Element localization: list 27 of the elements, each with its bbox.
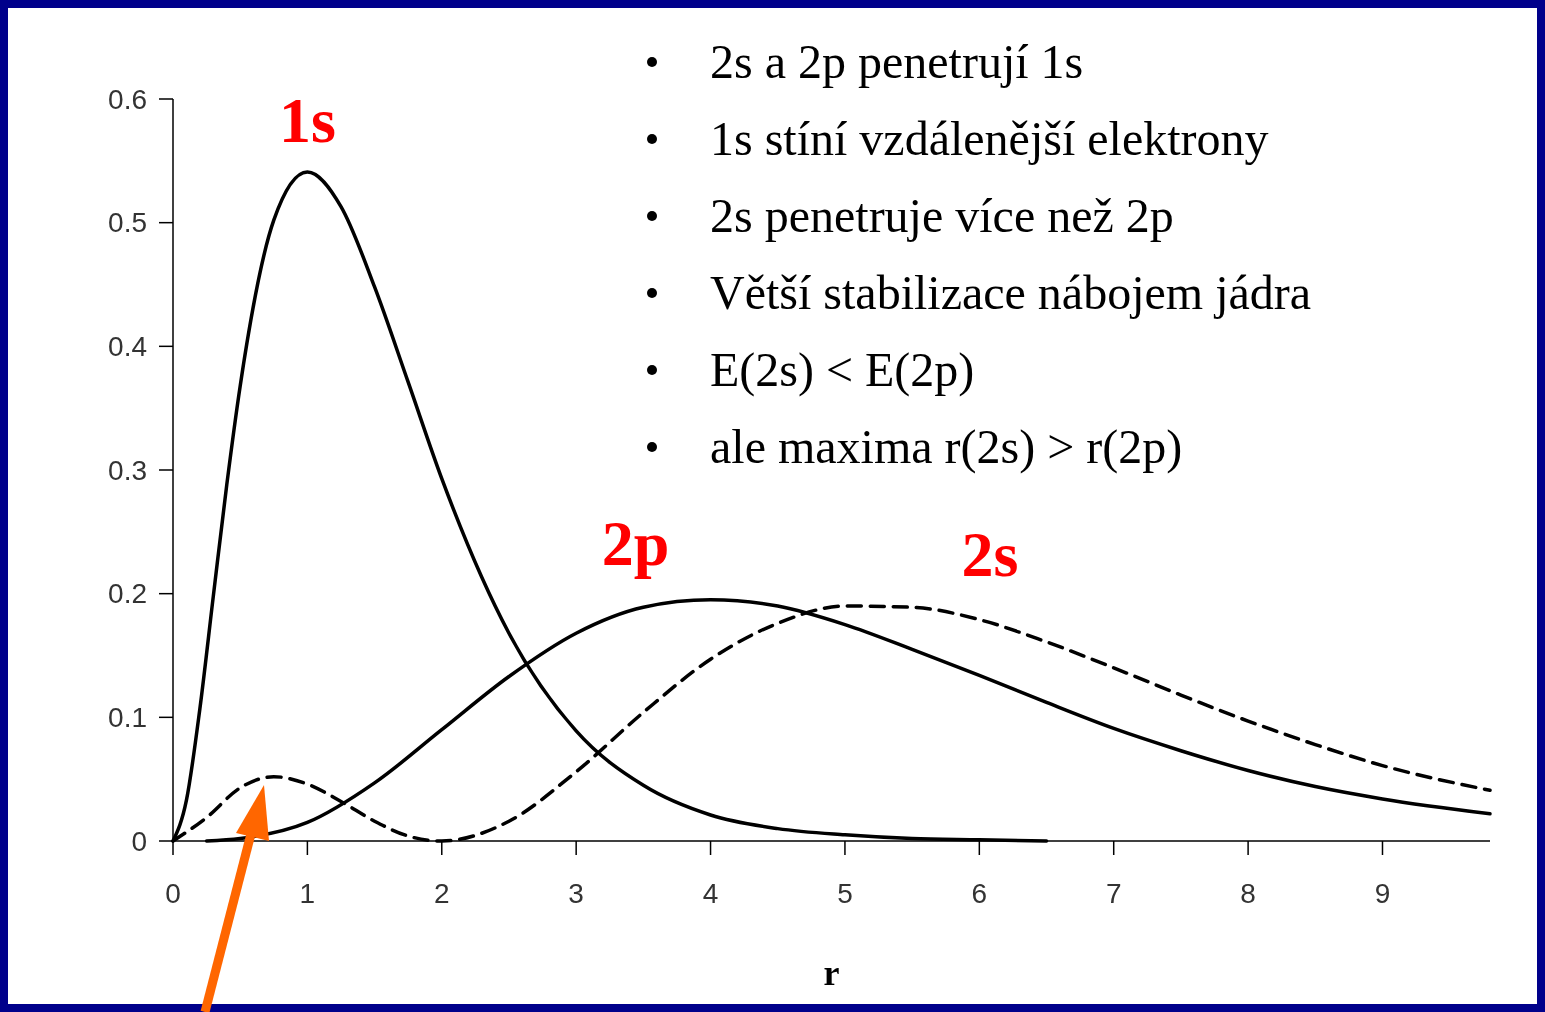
x-tick-label: 9 xyxy=(1374,878,1391,909)
annotation: ale maxima r(2s) > r(2p) xyxy=(710,420,1183,474)
x-tick-label: 8 xyxy=(1240,878,1256,909)
annotation: Větší stabilizace nábojem jádra xyxy=(710,266,1312,319)
x-tick-label: 4 xyxy=(702,878,719,909)
y-tick-label: 0.6 xyxy=(108,83,147,115)
x-tick-label: 7 xyxy=(1105,878,1122,909)
y-tick-label: 0.1 xyxy=(108,702,147,734)
series-label: 2s xyxy=(961,519,1019,591)
y-tick-label: 0.2 xyxy=(108,578,147,610)
text: 2s a 2p penetrují 1s xyxy=(710,35,1084,88)
x-axis-title: r xyxy=(823,953,840,993)
legend-label: 2p xyxy=(601,507,670,579)
y-tick-label: 0.5 xyxy=(108,207,147,239)
annotation: 2s penetruje více než 2p xyxy=(710,189,1174,242)
x-tick-label: 0 xyxy=(165,878,181,909)
x-tick-label: 1 xyxy=(299,878,316,909)
x-tick-label: 2 xyxy=(433,878,450,909)
x-tick-label: 6 xyxy=(971,878,988,909)
annotation: 1s stíní vzdálenější elektrony xyxy=(710,112,1269,165)
y-tick-label: 0.3 xyxy=(108,454,147,486)
x-tick-label: 5 xyxy=(837,878,853,909)
series-label: 1s xyxy=(278,84,336,156)
y-tick-label: 0.4 xyxy=(108,331,147,363)
y-tick-label: 0 xyxy=(131,825,147,857)
annotation: E(2s) < E(2p) xyxy=(710,343,975,397)
x-tick-label: 3 xyxy=(568,878,584,909)
